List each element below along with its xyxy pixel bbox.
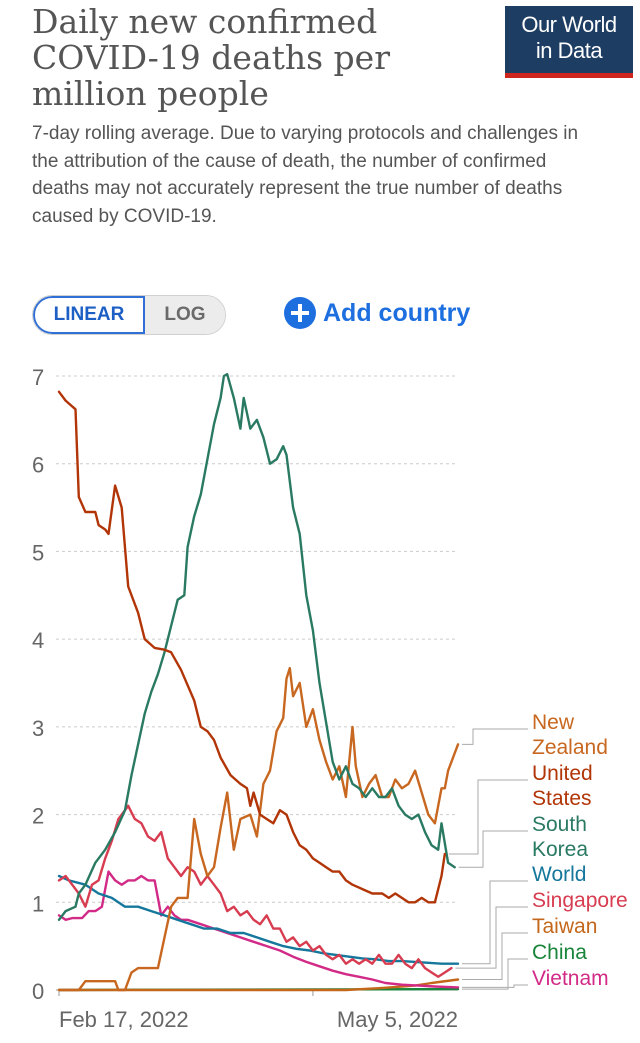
legend-connector	[462, 728, 528, 745]
legend-connector	[462, 932, 528, 980]
series-line-world[interactable]	[57, 874, 460, 965]
y-tick-label: 2	[32, 804, 44, 829]
legend-connector	[455, 906, 528, 969]
legend-label-new-zealand[interactable]: New	[532, 711, 575, 734]
log-scale-button[interactable]: LOG	[145, 296, 225, 334]
series-line-united-states[interactable]	[57, 390, 446, 904]
legend-connector	[462, 880, 528, 965]
series-line-taiwan[interactable]	[57, 978, 460, 992]
y-tick-label: 1	[32, 891, 44, 916]
series-line-vietnam[interactable]	[57, 870, 460, 989]
logo-line-2: in Data	[535, 38, 603, 63]
y-tick-label: 7	[32, 365, 44, 390]
legend-connector	[462, 958, 528, 990]
y-tick-label: 3	[32, 716, 44, 741]
linear-scale-button[interactable]: LINEAR	[33, 296, 145, 334]
y-tick-label: 6	[32, 453, 44, 478]
x-tick-label: Feb 17, 2022	[59, 1007, 189, 1032]
legend-label-new-zealand[interactable]: Zealand	[532, 736, 608, 759]
add-country-label: Add country	[323, 298, 471, 327]
legend-label-singapore[interactable]: Singapore	[532, 889, 628, 912]
owid-logo[interactable]: Our World in Data	[505, 6, 633, 78]
legend-label-united-states[interactable]: United	[532, 762, 593, 785]
legend-label-united-states[interactable]: States	[532, 787, 592, 810]
legend-connector	[462, 984, 528, 988]
legend-label-south-korea[interactable]: Korea	[532, 838, 588, 861]
y-tick-label: 5	[32, 540, 44, 565]
legend-connector	[448, 779, 528, 855]
logo-line-1: Our World	[521, 12, 617, 37]
y-tick-label: 0	[32, 979, 44, 1004]
legend-label-taiwan[interactable]: Taiwan	[532, 915, 597, 938]
legend-label-china[interactable]: China	[532, 941, 587, 964]
legend-label-world[interactable]: World	[532, 863, 586, 886]
chart-title: Daily new confirmed COVID-19 deaths per …	[32, 2, 390, 113]
legend-connector	[458, 830, 528, 868]
scale-toggle: LINEAR LOG	[32, 295, 226, 335]
y-tick-label: 4	[32, 628, 44, 653]
legend-label-south-korea[interactable]: South	[532, 813, 587, 836]
x-tick-label: May 5, 2022	[337, 1007, 458, 1032]
add-country-button[interactable]: Add country	[284, 295, 470, 331]
series-line-new-zealand[interactable]	[57, 666, 460, 992]
series-line-south-korea[interactable]	[57, 373, 456, 921]
plus-circle-icon	[284, 297, 316, 329]
legend-label-vietnam[interactable]: Vietnam	[532, 967, 609, 990]
chart-subtitle: 7-day rolling average. Due to varying pr…	[32, 123, 579, 227]
